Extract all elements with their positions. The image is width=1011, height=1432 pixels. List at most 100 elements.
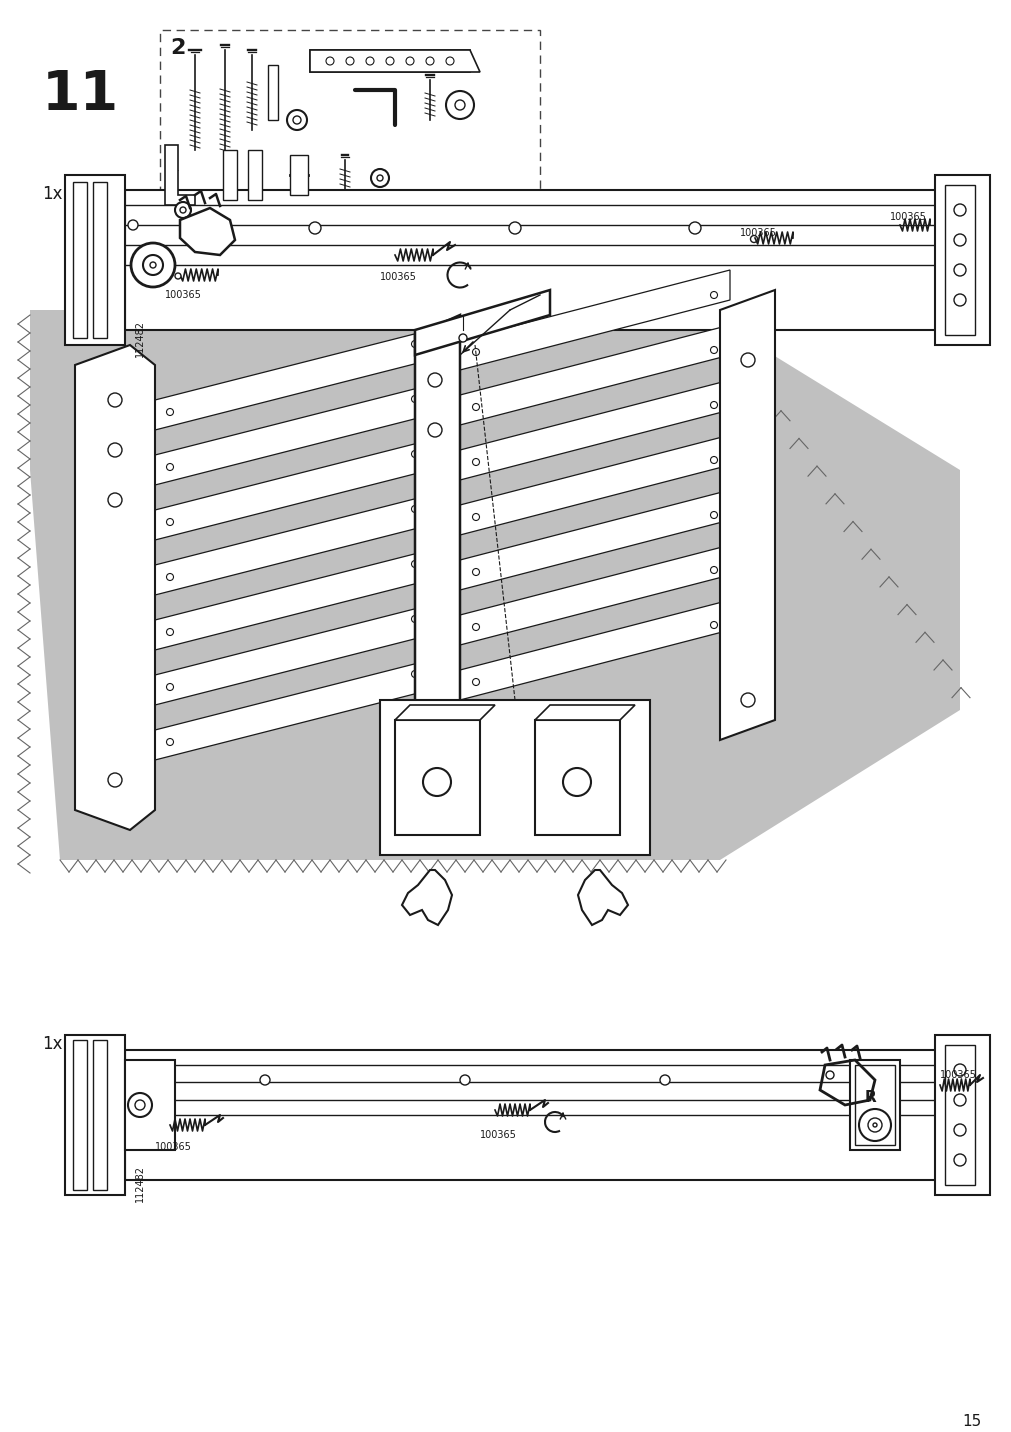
Text: 100365: 100365 xyxy=(479,1130,517,1140)
Bar xyxy=(73,182,87,338)
Circle shape xyxy=(953,1154,966,1166)
Polygon shape xyxy=(415,315,460,790)
Circle shape xyxy=(326,57,334,64)
Bar xyxy=(394,720,479,835)
Polygon shape xyxy=(460,490,729,590)
Circle shape xyxy=(134,1100,145,1110)
Circle shape xyxy=(287,110,306,130)
Circle shape xyxy=(710,401,717,408)
Bar xyxy=(222,150,237,200)
Polygon shape xyxy=(394,705,494,720)
Polygon shape xyxy=(460,325,729,425)
Circle shape xyxy=(472,404,479,411)
Circle shape xyxy=(710,567,717,573)
Circle shape xyxy=(953,294,966,306)
Bar xyxy=(248,150,262,200)
Polygon shape xyxy=(30,309,959,861)
Circle shape xyxy=(405,57,413,64)
Circle shape xyxy=(428,372,442,387)
Circle shape xyxy=(366,57,374,64)
Circle shape xyxy=(953,1064,966,1075)
Circle shape xyxy=(167,408,173,415)
Circle shape xyxy=(108,392,122,407)
Circle shape xyxy=(308,222,320,233)
Bar xyxy=(854,1065,894,1146)
Circle shape xyxy=(472,679,479,686)
Circle shape xyxy=(108,442,122,457)
Circle shape xyxy=(710,347,717,354)
Circle shape xyxy=(710,292,717,298)
Circle shape xyxy=(740,693,754,707)
Polygon shape xyxy=(155,660,430,760)
Circle shape xyxy=(385,57,393,64)
Polygon shape xyxy=(180,208,235,255)
Circle shape xyxy=(459,334,466,342)
Bar xyxy=(93,1040,107,1190)
Circle shape xyxy=(867,1118,882,1133)
Circle shape xyxy=(411,341,419,348)
Bar xyxy=(65,1035,125,1194)
Circle shape xyxy=(825,1071,833,1078)
Circle shape xyxy=(260,1075,270,1085)
Bar xyxy=(944,1045,974,1186)
Circle shape xyxy=(411,451,419,457)
Polygon shape xyxy=(460,271,729,369)
Polygon shape xyxy=(415,291,549,355)
Circle shape xyxy=(688,222,701,233)
Circle shape xyxy=(167,464,173,471)
Circle shape xyxy=(953,1124,966,1136)
Circle shape xyxy=(411,505,419,513)
Polygon shape xyxy=(155,440,430,540)
Polygon shape xyxy=(155,604,430,705)
Circle shape xyxy=(460,1075,469,1085)
Circle shape xyxy=(446,57,454,64)
Circle shape xyxy=(710,621,717,629)
Bar xyxy=(73,1040,87,1190)
Bar xyxy=(93,182,107,338)
Polygon shape xyxy=(155,495,430,596)
Circle shape xyxy=(953,203,966,216)
Circle shape xyxy=(428,422,442,437)
Bar xyxy=(309,50,469,72)
Circle shape xyxy=(127,1093,152,1117)
Polygon shape xyxy=(309,50,479,72)
Circle shape xyxy=(411,616,419,623)
Circle shape xyxy=(710,511,717,518)
Circle shape xyxy=(953,1094,966,1106)
Polygon shape xyxy=(125,1060,175,1150)
Text: 100365: 100365 xyxy=(739,228,776,238)
Circle shape xyxy=(472,623,479,630)
Circle shape xyxy=(108,493,122,507)
Bar xyxy=(934,175,989,345)
Circle shape xyxy=(455,100,464,110)
Text: 112482: 112482 xyxy=(134,319,145,357)
Text: 11: 11 xyxy=(42,67,119,122)
Bar xyxy=(944,185,974,335)
Circle shape xyxy=(175,202,191,218)
Circle shape xyxy=(167,739,173,746)
Circle shape xyxy=(167,683,173,690)
Circle shape xyxy=(953,263,966,276)
Circle shape xyxy=(167,629,173,636)
Polygon shape xyxy=(460,546,729,644)
Text: 100365: 100365 xyxy=(155,1141,192,1151)
Circle shape xyxy=(426,57,434,64)
Polygon shape xyxy=(155,329,430,430)
Circle shape xyxy=(472,569,479,576)
Circle shape xyxy=(371,169,388,188)
Circle shape xyxy=(167,573,173,580)
Polygon shape xyxy=(460,379,729,480)
Bar xyxy=(849,1060,899,1150)
Circle shape xyxy=(175,274,181,279)
Bar xyxy=(934,1035,989,1194)
Polygon shape xyxy=(165,145,195,205)
Circle shape xyxy=(472,514,479,520)
Circle shape xyxy=(130,243,175,286)
Circle shape xyxy=(423,768,451,796)
Polygon shape xyxy=(75,345,155,831)
Circle shape xyxy=(562,768,590,796)
Polygon shape xyxy=(460,600,729,700)
Circle shape xyxy=(953,233,966,246)
Circle shape xyxy=(127,221,137,231)
Bar xyxy=(160,30,540,225)
